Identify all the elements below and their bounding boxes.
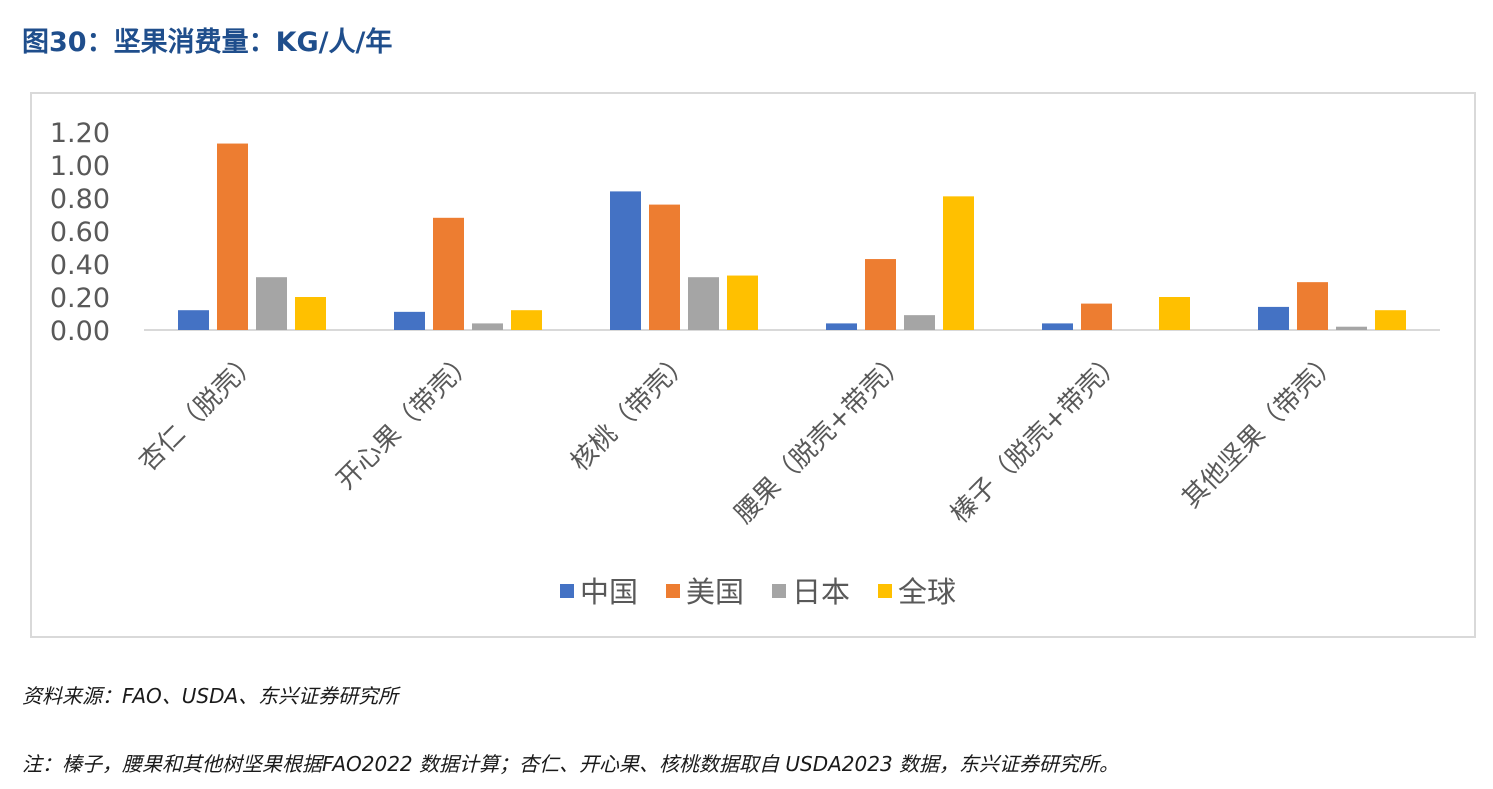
bar: [1336, 326, 1367, 330]
x-tick-label: 榛子（脱壳+带壳）: [945, 346, 1129, 530]
bar: [865, 259, 896, 330]
bar: [610, 191, 641, 330]
legend-swatch: [560, 584, 574, 598]
bar: [943, 196, 974, 330]
bar: [1258, 306, 1289, 330]
bar: [433, 217, 464, 330]
y-tick-label: 0.00: [50, 316, 110, 347]
figure-title: 图30：坚果消费量：KG/人/年: [22, 27, 393, 58]
y-tick-label: 1.20: [50, 118, 110, 149]
footnote: 注：榛子，腰果和其他树坚果根据FAO2022 数据计算；杏仁、开心果、核桃数据取…: [22, 752, 1120, 776]
bar: [1081, 303, 1112, 330]
bar: [178, 310, 209, 330]
legend-swatch: [666, 584, 680, 598]
legend-label: 中国: [580, 575, 638, 609]
y-tick-label: 0.80: [50, 184, 110, 215]
x-tick-label: 杏仁（脱壳）: [133, 346, 265, 478]
x-tick-label: 开心果（带壳）: [331, 346, 481, 496]
chart-area: 0.00 0.20 0.40 0.60 0.80 1.00 1.20 杏仁（脱壳） 开心果（带壳…: [30, 92, 1476, 638]
bar: [904, 315, 935, 330]
legend-swatch: [878, 584, 892, 598]
x-tick-label: 腰果（脱壳+带壳）: [729, 346, 913, 530]
bar: [1159, 297, 1190, 330]
bar: [1297, 282, 1328, 330]
bar: [217, 143, 248, 330]
bar: [472, 323, 503, 330]
y-tick-label: 1.00: [50, 151, 110, 182]
legend-label: 全球: [898, 575, 956, 609]
legend-label: 美国: [686, 575, 744, 609]
bar: [511, 310, 542, 330]
legend-label: 日本: [792, 575, 850, 609]
bar: [256, 277, 287, 330]
bar: [1375, 310, 1406, 330]
chart-svg: 0.000.200.400.600.801.001.20 杏仁（脱壳） 开心果（带壳…: [50, 118, 1440, 609]
y-tick-label: 0.60: [50, 217, 110, 248]
bar: [1042, 323, 1073, 330]
source-note: 资料来源：FAO、USDA、东兴证券研究所: [22, 684, 399, 708]
bar: [649, 204, 680, 330]
y-tick-label: 0.20: [50, 283, 110, 314]
bar: [826, 323, 857, 330]
bar: [295, 297, 326, 330]
bar: [688, 277, 719, 330]
y-tick-label: 0.40: [50, 250, 110, 281]
x-tick-label: 其他坚果（带壳）: [1177, 346, 1345, 514]
x-tick-label: 核桃（带壳）: [565, 346, 697, 478]
bar: [727, 275, 758, 330]
legend-swatch: [772, 584, 786, 598]
bar: [394, 311, 425, 330]
